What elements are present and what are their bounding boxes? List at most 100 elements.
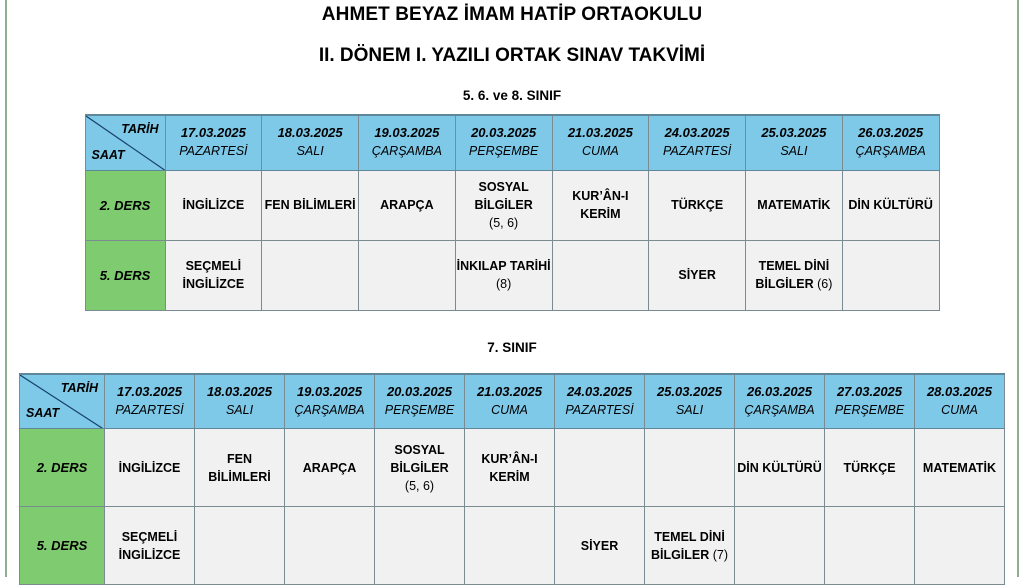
header-date: 27.03.2025: [837, 384, 902, 399]
exam-subject: İNGİLİZCE: [119, 461, 181, 475]
corner-header-cell: TARİH SAAT: [85, 115, 165, 170]
date-header-cell: 19.03.2025 ÇARŞAMBA: [285, 374, 375, 429]
header-dayname: CUMA: [555, 142, 647, 161]
exam-grade-note: (8): [496, 277, 511, 291]
exam-cell: İNGİLİZCE: [165, 170, 262, 240]
exam-subject: KUR’ÂN-I KERİM: [572, 189, 628, 221]
header-dayname: SALI: [647, 401, 732, 420]
exam-cell: TEMEL DİNİ BİLGİLER (6): [746, 240, 843, 310]
header-dayname: PERŞEMBE: [458, 142, 550, 161]
header-date: 24.03.2025: [665, 125, 730, 140]
exam-cell: DİN KÜLTÜRÜ: [842, 170, 939, 240]
exam-subject: DİN KÜLTÜRÜ: [848, 198, 932, 212]
header-dayname: PAZARTESİ: [168, 142, 260, 161]
header-date: 19.03.2025: [297, 384, 362, 399]
exam-subject: TÜRKÇE: [671, 198, 723, 212]
exam-cell: SEÇMELİ İNGİLİZCE: [105, 507, 195, 585]
header-date: 24.03.2025: [567, 384, 632, 399]
exam-cell: SİYER: [649, 240, 746, 310]
exam-cell: İNKILAP TARİHİ (8): [455, 240, 552, 310]
header-dayname: ÇARŞAMBA: [845, 142, 937, 161]
row-label-lesson: 2. DERS: [20, 429, 105, 507]
date-header-cell: 19.03.2025 ÇARŞAMBA: [359, 115, 456, 170]
exam-cell-empty: [285, 507, 375, 585]
header-dayname: CUMA: [917, 401, 1002, 420]
header-date: 26.03.2025: [858, 125, 923, 140]
header-date: 19.03.2025: [374, 125, 439, 140]
exam-cell: İNGİLİZCE: [105, 429, 195, 507]
exam-cell: TÜRKÇE: [649, 170, 746, 240]
schedule-table-2-wrapper: TARİH SAAT 17.03.2025 PAZARTESİ 18.03.202…: [12, 373, 1012, 585]
header-date: 20.03.2025: [387, 384, 452, 399]
exam-subject: SEÇMELİ İNGİLİZCE: [182, 259, 244, 291]
table-row: 2. DERS İNGİLİZCE FEN BİLİMLERİ ARAPÇA S…: [85, 170, 939, 240]
table-row: 5. DERS SEÇMELİ İNGİLİZCE SİYER TEMEL Dİ…: [20, 507, 1005, 585]
exam-grade-note: (5, 6): [375, 477, 464, 495]
header-dayname: PERŞEMBE: [827, 401, 912, 420]
header-date: 25.03.2025: [761, 125, 826, 140]
exam-subject: FEN BİLİMLERİ: [265, 198, 356, 212]
section-title-grade-7: 7. SINIF: [12, 339, 1012, 357]
exam-cell: SİYER: [555, 507, 645, 585]
header-dayname: CUMA: [467, 401, 552, 420]
exam-cell: TÜRKÇE: [825, 429, 915, 507]
exam-cell-empty: [359, 240, 456, 310]
exam-cell-empty: [555, 429, 645, 507]
exam-cell: FEN BİLİMLERİ: [195, 429, 285, 507]
exam-subject: MATEMATİK: [923, 461, 996, 475]
row-label-lesson: 5. DERS: [20, 507, 105, 585]
exam-cell: DİN KÜLTÜRÜ: [735, 429, 825, 507]
header-dayname: SALI: [264, 142, 356, 161]
header-date: 18.03.2025: [207, 384, 272, 399]
exam-cell: MATEMATİK: [746, 170, 843, 240]
header-dayname: SALI: [748, 142, 840, 161]
header-date: 25.03.2025: [657, 384, 722, 399]
exam-cell-empty: [645, 429, 735, 507]
date-header-cell: 25.03.2025 SALI: [746, 115, 843, 170]
exam-cell-empty: [262, 240, 359, 310]
corner-label-time: SAAT: [92, 146, 125, 165]
header-dayname: ÇARŞAMBA: [287, 401, 372, 420]
exam-subject: SİYER: [581, 539, 619, 553]
header-date: 18.03.2025: [278, 125, 343, 140]
table-row: 2. DERS İNGİLİZCE FEN BİLİMLERİ ARAPÇA S…: [20, 429, 1005, 507]
exam-grade-note: (5, 6): [456, 214, 552, 232]
exam-subject: DİN KÜLTÜRÜ: [737, 461, 821, 475]
exam-cell: SOSYAL BİLGİLER(5, 6): [455, 170, 552, 240]
header-dayname: ÇARŞAMBA: [737, 401, 822, 420]
exam-subject: FEN BİLİMLERİ: [208, 452, 271, 484]
exam-subject: SEÇMELİ İNGİLİZCE: [119, 530, 181, 562]
row-label-lesson: 2. DERS: [85, 170, 165, 240]
exam-cell-empty: [375, 507, 465, 585]
exam-cell-empty: [735, 507, 825, 585]
header-date: 17.03.2025: [117, 384, 182, 399]
document-subtitle: II. DÖNEM I. YAZILI ORTAK SINAV TAKVİMİ: [12, 27, 1012, 68]
exam-grade-note: (6): [817, 277, 832, 291]
corner-header-cell: TARİH SAAT: [20, 374, 105, 429]
exam-subject: İNKILAP TARİHİ: [457, 259, 551, 273]
school-name-title: AHMET BEYAZ İMAM HATİP ORTAOKULU: [12, 0, 1012, 27]
date-header-cell: 17.03.2025 PAZARTESİ: [105, 374, 195, 429]
date-header-cell: 18.03.2025 SALI: [262, 115, 359, 170]
header-dayname: PAZARTESİ: [107, 401, 192, 420]
date-header-cell: 25.03.2025 SALI: [645, 374, 735, 429]
exam-cell-empty: [915, 507, 1005, 585]
header-date: 21.03.2025: [477, 384, 542, 399]
exam-cell: SOSYAL BİLGİLER (5, 6): [375, 429, 465, 507]
date-header-cell: 26.03.2025 ÇARŞAMBA: [842, 115, 939, 170]
date-header-cell: 27.03.2025 PERŞEMBE: [825, 374, 915, 429]
table-row: 5. DERS SEÇMELİ İNGİLİZCE İNKILAP TARİHİ…: [85, 240, 939, 310]
exam-subject: SOSYAL BİLGİLER: [390, 443, 448, 475]
row-label-lesson: 5. DERS: [85, 240, 165, 310]
exam-grade-note: (7): [713, 548, 728, 562]
exam-subject: SİYER: [678, 268, 716, 282]
header-dayname: ÇARŞAMBA: [361, 142, 453, 161]
